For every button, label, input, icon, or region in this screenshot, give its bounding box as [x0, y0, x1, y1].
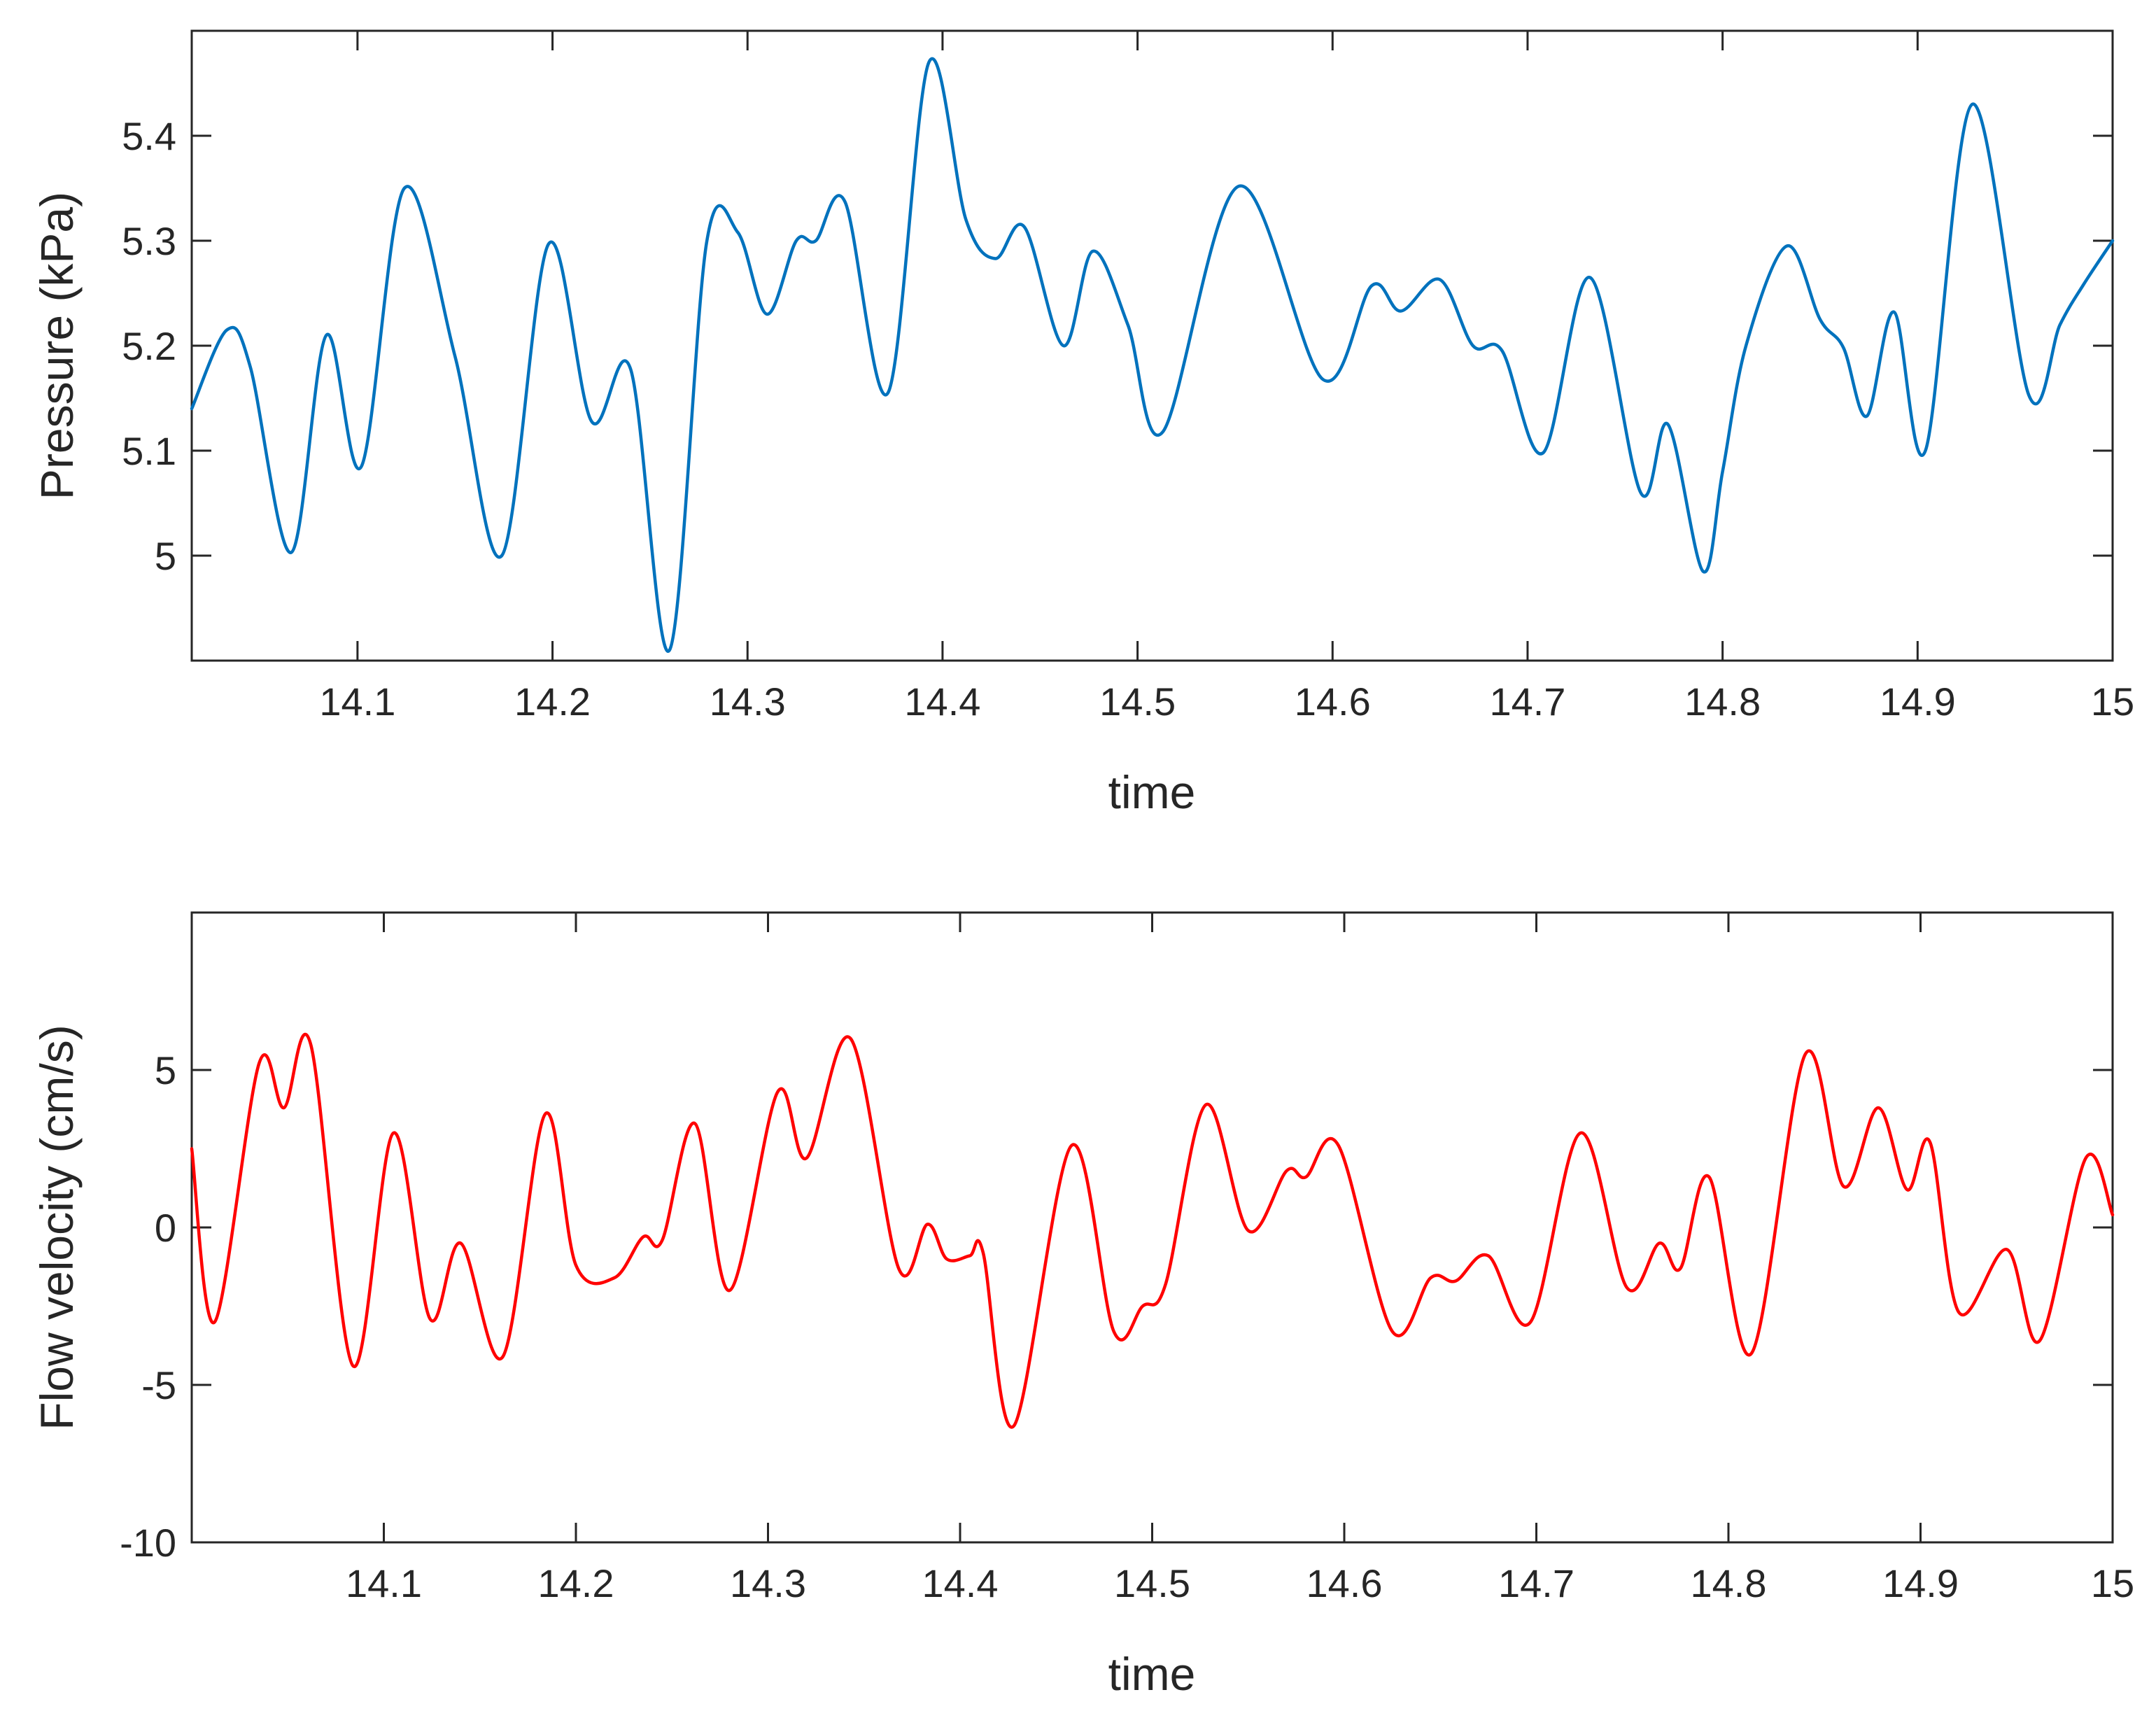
- pressure-x-tick-label: 14.8: [1684, 680, 1761, 724]
- velocity-x-tick-label: 14.3: [730, 1561, 806, 1605]
- pressure-plot-area: [190, 29, 2114, 662]
- velocity-y-tick-label: -5: [141, 1363, 176, 1407]
- pressure-x-tick-label: 14.4: [904, 680, 980, 724]
- pressure-chart: 14.1 14.2 14.3 14.4 14.5 14.6 14.7 14.8 14.9 15 5 5…: [31, 29, 2134, 818]
- pressure-y-axis-title: Pressure (kPa): [31, 192, 83, 500]
- velocity-ticks: 14.1 14.2 14.3 14.4 14.5 14.6 14.7 14.8 14.9 15 -1…: [120, 913, 2134, 1605]
- pressure-y-tick-label: 5: [155, 534, 176, 578]
- velocity-x-tick-label: 14.9: [1882, 1561, 1959, 1605]
- pressure-x-tick-label: 14.9: [1880, 680, 1956, 724]
- pressure-y-tick-label: 5.1: [122, 429, 176, 473]
- velocity-x-tick-label: 14.7: [1498, 1561, 1574, 1605]
- pressure-x-axis-title: time: [1108, 766, 1196, 818]
- pressure-x-tick-label: 15: [2091, 680, 2134, 724]
- pressure-x-tick-label: 14.5: [1099, 680, 1176, 724]
- velocity-y-tick-label: -10: [120, 1521, 176, 1565]
- velocity-x-tick-label: 14.1: [346, 1561, 422, 1605]
- velocity-plot-area: [190, 911, 2114, 1544]
- velocity-x-tick-label: 15: [2091, 1561, 2134, 1605]
- pressure-y-tick-label: 5.2: [122, 324, 176, 368]
- velocity-y-tick-label: 0: [155, 1206, 176, 1250]
- velocity-chart: 14.1 14.2 14.3 14.4 14.5 14.6 14.7 14.8 14.9 15 -1…: [31, 911, 2134, 1700]
- velocity-x-tick-label: 14.5: [1114, 1561, 1190, 1605]
- velocity-x-tick-label: 14.4: [922, 1561, 999, 1605]
- velocity-y-axis-title: Flow velocity (cm/s): [31, 1025, 83, 1430]
- velocity-x-tick-label: 14.6: [1306, 1561, 1383, 1605]
- pressure-series-line: [190, 57, 2115, 653]
- pressure-y-tick-label: 5.3: [122, 219, 176, 263]
- velocity-series-line: [190, 1033, 2115, 1429]
- velocity-y-tick-label: 5: [155, 1048, 176, 1092]
- pressure-x-tick-label: 14.3: [710, 680, 786, 724]
- velocity-x-axis-title: time: [1108, 1648, 1196, 1700]
- pressure-x-tick-label: 14.6: [1295, 680, 1371, 724]
- pressure-ticks: 14.1 14.2 14.3 14.4 14.5 14.6 14.7 14.8 14.9 15 5 5…: [122, 31, 2134, 724]
- velocity-x-tick-label: 14.2: [538, 1561, 614, 1605]
- pressure-x-tick-label: 14.7: [1489, 680, 1565, 724]
- pressure-x-tick-label: 14.2: [514, 680, 591, 724]
- velocity-x-tick-label: 14.8: [1691, 1561, 1767, 1605]
- pressure-x-tick-label: 14.1: [319, 680, 395, 724]
- pressure-y-tick-label: 5.4: [122, 114, 176, 158]
